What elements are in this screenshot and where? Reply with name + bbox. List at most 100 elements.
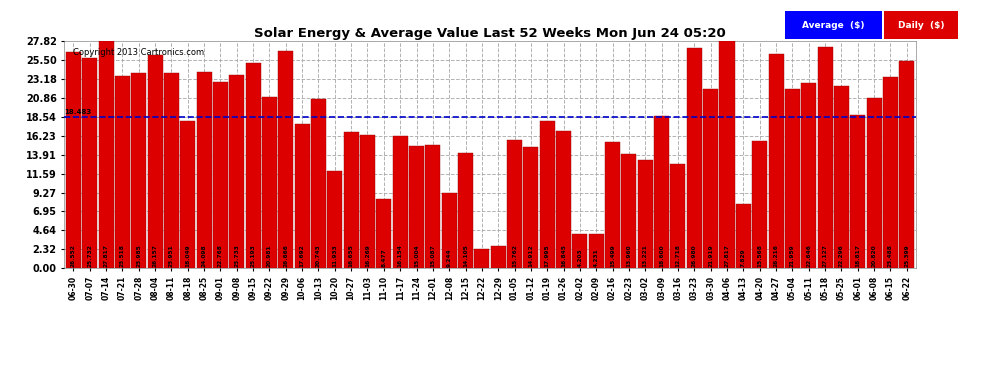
- Bar: [278, 51, 293, 268]
- Bar: [785, 89, 800, 268]
- Bar: [360, 135, 375, 268]
- Bar: [262, 97, 277, 268]
- Text: Daily  ($): Daily ($): [898, 21, 944, 30]
- Bar: [197, 72, 212, 268]
- Text: 7.829: 7.829: [741, 248, 745, 267]
- Bar: [670, 164, 685, 268]
- Bar: [736, 204, 750, 268]
- Bar: [213, 82, 228, 268]
- Bar: [720, 41, 735, 268]
- Text: 16.845: 16.845: [561, 244, 566, 267]
- Text: 26.980: 26.980: [692, 244, 697, 267]
- Text: 24.098: 24.098: [202, 244, 207, 267]
- Text: 18.817: 18.817: [855, 244, 860, 267]
- Bar: [589, 234, 604, 268]
- Bar: [654, 117, 669, 268]
- Text: 25.732: 25.732: [87, 244, 92, 267]
- Text: 25.193: 25.193: [250, 244, 255, 267]
- Bar: [703, 89, 718, 268]
- Text: 27.817: 27.817: [725, 244, 730, 267]
- Text: 14.912: 14.912: [529, 244, 534, 267]
- Bar: [556, 131, 571, 268]
- Bar: [246, 63, 260, 268]
- Bar: [524, 147, 539, 268]
- Text: 18.483: 18.483: [64, 109, 92, 115]
- Bar: [442, 193, 456, 268]
- Text: 11.933: 11.933: [333, 244, 338, 267]
- Bar: [132, 72, 147, 268]
- Bar: [65, 52, 81, 268]
- Bar: [376, 199, 391, 268]
- Text: 14.105: 14.105: [463, 244, 468, 267]
- Text: 23.951: 23.951: [169, 244, 174, 267]
- Bar: [328, 171, 343, 268]
- Text: 13.960: 13.960: [627, 244, 632, 267]
- Text: 15.004: 15.004: [414, 244, 419, 267]
- Text: 18.049: 18.049: [185, 244, 190, 267]
- Bar: [622, 154, 637, 268]
- Text: 27.817: 27.817: [104, 244, 109, 267]
- Bar: [883, 76, 898, 268]
- Text: 26.552: 26.552: [71, 244, 76, 267]
- Text: 21.959: 21.959: [790, 244, 795, 267]
- Text: 27.127: 27.127: [823, 244, 828, 267]
- Text: 23.518: 23.518: [120, 244, 125, 267]
- Bar: [866, 98, 882, 268]
- Text: 4.231: 4.231: [594, 248, 599, 267]
- Text: 22.296: 22.296: [839, 244, 843, 267]
- Bar: [818, 47, 833, 268]
- Bar: [474, 249, 489, 268]
- Text: 21.919: 21.919: [708, 244, 713, 267]
- Text: 18.600: 18.600: [659, 244, 664, 267]
- Bar: [540, 122, 554, 268]
- Bar: [850, 115, 865, 268]
- Bar: [115, 76, 130, 268]
- Bar: [409, 146, 424, 268]
- Text: Copyright 2013 Cartronics.com: Copyright 2013 Cartronics.com: [73, 48, 204, 57]
- Text: 15.762: 15.762: [512, 244, 517, 267]
- Bar: [426, 145, 441, 268]
- Text: 22.768: 22.768: [218, 244, 223, 267]
- Bar: [899, 61, 915, 268]
- Title: Solar Energy & Average Value Last 52 Weeks Mon Jun 24 05:20: Solar Energy & Average Value Last 52 Wee…: [254, 27, 726, 40]
- Bar: [180, 121, 195, 268]
- Bar: [311, 99, 326, 268]
- Text: 20.820: 20.820: [871, 244, 876, 267]
- Bar: [834, 86, 848, 268]
- Text: 8.477: 8.477: [381, 248, 386, 267]
- Text: 23.733: 23.733: [235, 244, 240, 267]
- Text: 12.718: 12.718: [675, 244, 680, 267]
- Text: 9.244: 9.244: [446, 248, 451, 267]
- Bar: [458, 153, 473, 268]
- Text: 15.499: 15.499: [610, 244, 615, 267]
- Bar: [148, 55, 162, 268]
- Bar: [344, 132, 358, 268]
- Text: 20.981: 20.981: [267, 244, 272, 267]
- Bar: [393, 136, 408, 268]
- Text: 23.985: 23.985: [137, 244, 142, 267]
- Text: 16.269: 16.269: [365, 244, 370, 267]
- Text: 23.488: 23.488: [888, 244, 893, 267]
- Bar: [295, 124, 310, 268]
- Bar: [491, 246, 506, 268]
- Bar: [98, 41, 114, 268]
- Bar: [82, 58, 97, 268]
- Text: 16.154: 16.154: [398, 244, 403, 267]
- Text: 13.221: 13.221: [643, 244, 647, 267]
- Text: 22.646: 22.646: [806, 244, 811, 267]
- Bar: [507, 140, 522, 268]
- Text: 20.743: 20.743: [316, 244, 321, 267]
- Text: 26.666: 26.666: [283, 244, 288, 267]
- Text: 16.655: 16.655: [348, 244, 353, 267]
- Bar: [687, 48, 702, 268]
- Text: 26.216: 26.216: [773, 244, 778, 267]
- Bar: [638, 160, 652, 268]
- Text: 17.692: 17.692: [300, 244, 305, 267]
- Bar: [801, 84, 816, 268]
- Text: Average  ($): Average ($): [802, 21, 865, 30]
- Text: 25.399: 25.399: [904, 244, 909, 267]
- Bar: [605, 142, 620, 268]
- Text: 15.568: 15.568: [757, 244, 762, 267]
- Bar: [164, 73, 179, 268]
- Bar: [768, 54, 783, 268]
